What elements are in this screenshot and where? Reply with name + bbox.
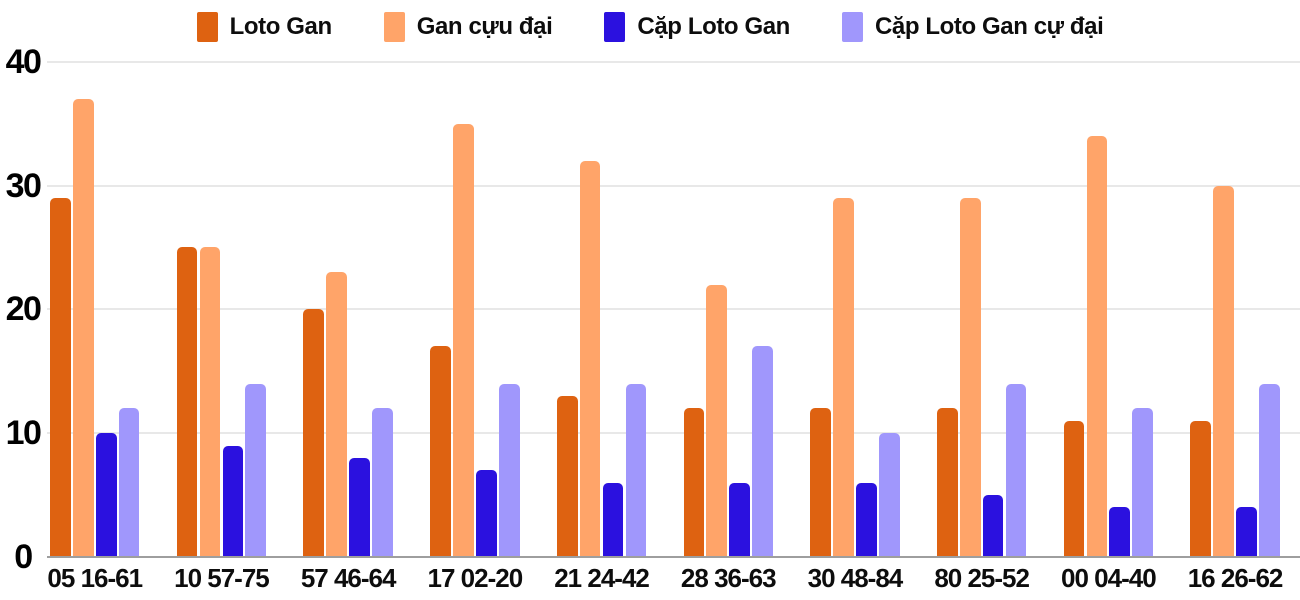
bar-series-1-cat-3 (453, 123, 474, 557)
bar-series-2-cat-2 (349, 457, 370, 557)
x-axis-category-label: 21 24-42 (554, 563, 650, 593)
x-axis-category-label: 57 46-64 (300, 563, 397, 593)
bar-series-2-cat-9 (1236, 507, 1257, 557)
bar-series-2-cat-7 (982, 495, 1004, 557)
bar-series-3-cat-4 (625, 383, 647, 557)
bar-series-0-cat-4 (556, 396, 578, 557)
legend-swatch-icon (196, 12, 218, 42)
x-axis-baseline (47, 556, 1300, 558)
x-axis-category-label: 00 04-40 (1061, 563, 1157, 593)
bar-series-2-cat-5 (729, 482, 751, 557)
x-axis-category-label: 28 36-63 (680, 563, 777, 593)
bar-series-0-cat-6 (810, 408, 831, 557)
bar-series-2-cat-6 (856, 482, 877, 557)
bar-series-3-cat-0 (118, 408, 140, 557)
legend-label: Cặp Loto Gan cự đại (874, 13, 1104, 40)
bar-series-1-cat-5 (706, 284, 728, 557)
x-axis-category-label: 30 48-84 (807, 563, 904, 593)
bar-series-1-cat-2 (326, 272, 348, 557)
legend-item-series-2: Cặp Loto Gan (604, 12, 790, 42)
bar-series-1-cat-1 (199, 247, 221, 557)
bar-series-0-cat-0 (50, 197, 71, 557)
bar-series-2-cat-3 (475, 470, 497, 557)
y-axis-tick-label: 10 (5, 414, 42, 453)
chart-legend: Loto Gan Gan cựu đại Cặp Loto Gan Cặp Loto … (0, 9, 1300, 45)
bar-series-0-cat-5 (683, 408, 705, 557)
legend-label: Cặp Loto Gan (637, 13, 790, 40)
gridline-y-20 (47, 308, 1300, 311)
bar-series-3-cat-7 (1005, 383, 1027, 557)
y-axis-tick-label: 0 (14, 538, 33, 576)
y-axis-tick-label: 20 (5, 290, 42, 329)
gridline-y-30 (47, 184, 1300, 187)
bar-series-1-cat-8 (1086, 135, 1108, 557)
bar-series-3-cat-5 (752, 346, 773, 557)
bar-series-0-cat-7 (936, 408, 958, 557)
bar-series-0-cat-2 (303, 309, 325, 557)
bar-series-0-cat-3 (430, 346, 451, 557)
bar-series-1-cat-6 (833, 197, 854, 557)
bar-series-3-cat-6 (878, 433, 900, 557)
bar-series-3-cat-9 (1259, 383, 1280, 557)
x-axis-category-label: 05 16-61 (47, 563, 143, 593)
bar-series-0-cat-1 (176, 247, 198, 557)
bar-series-2-cat-0 (95, 433, 117, 557)
bar-series-1-cat-4 (579, 160, 601, 557)
y-axis-tick-label: 40 (5, 42, 42, 81)
legend-label: Loto Gan (229, 13, 333, 40)
bar-series-1-cat-0 (72, 98, 94, 557)
legend-swatch-icon (383, 12, 405, 42)
bar-series-0-cat-8 (1063, 420, 1085, 557)
x-axis-category-label: 10 57-75 (174, 563, 270, 593)
legend-item-series-3: Cặp Loto Gan cự đại (841, 12, 1104, 42)
bar-series-3-cat-3 (498, 383, 520, 557)
bar-series-3-cat-1 (245, 383, 267, 557)
bar-series-1-cat-7 (959, 197, 981, 557)
bar-series-0-cat-9 (1190, 420, 1212, 557)
bar-series-3-cat-8 (1132, 408, 1154, 557)
bar-series-1-cat-9 (1213, 185, 1234, 557)
x-axis-category-label: 17 02-20 (427, 563, 524, 593)
legend-swatch-icon (841, 12, 863, 42)
legend-swatch-icon (604, 12, 626, 42)
gridline-y-10 (47, 432, 1300, 435)
legend-item-series-0: Loto Gan (196, 12, 333, 42)
legend-item-series-1: Gan cựu đại (383, 12, 553, 42)
gridline-y-40 (47, 60, 1300, 63)
bar-series-2-cat-4 (602, 482, 624, 557)
bar-series-3-cat-2 (372, 408, 393, 557)
legend-label: Gan cựu đại (416, 13, 553, 40)
bar-series-2-cat-1 (222, 445, 244, 557)
x-axis-category-label: 80 25-52 (934, 563, 1030, 593)
x-axis-category-label: 16 26-62 (1187, 563, 1284, 593)
y-axis-tick-label: 30 (5, 166, 42, 205)
bar-series-2-cat-8 (1109, 507, 1131, 557)
